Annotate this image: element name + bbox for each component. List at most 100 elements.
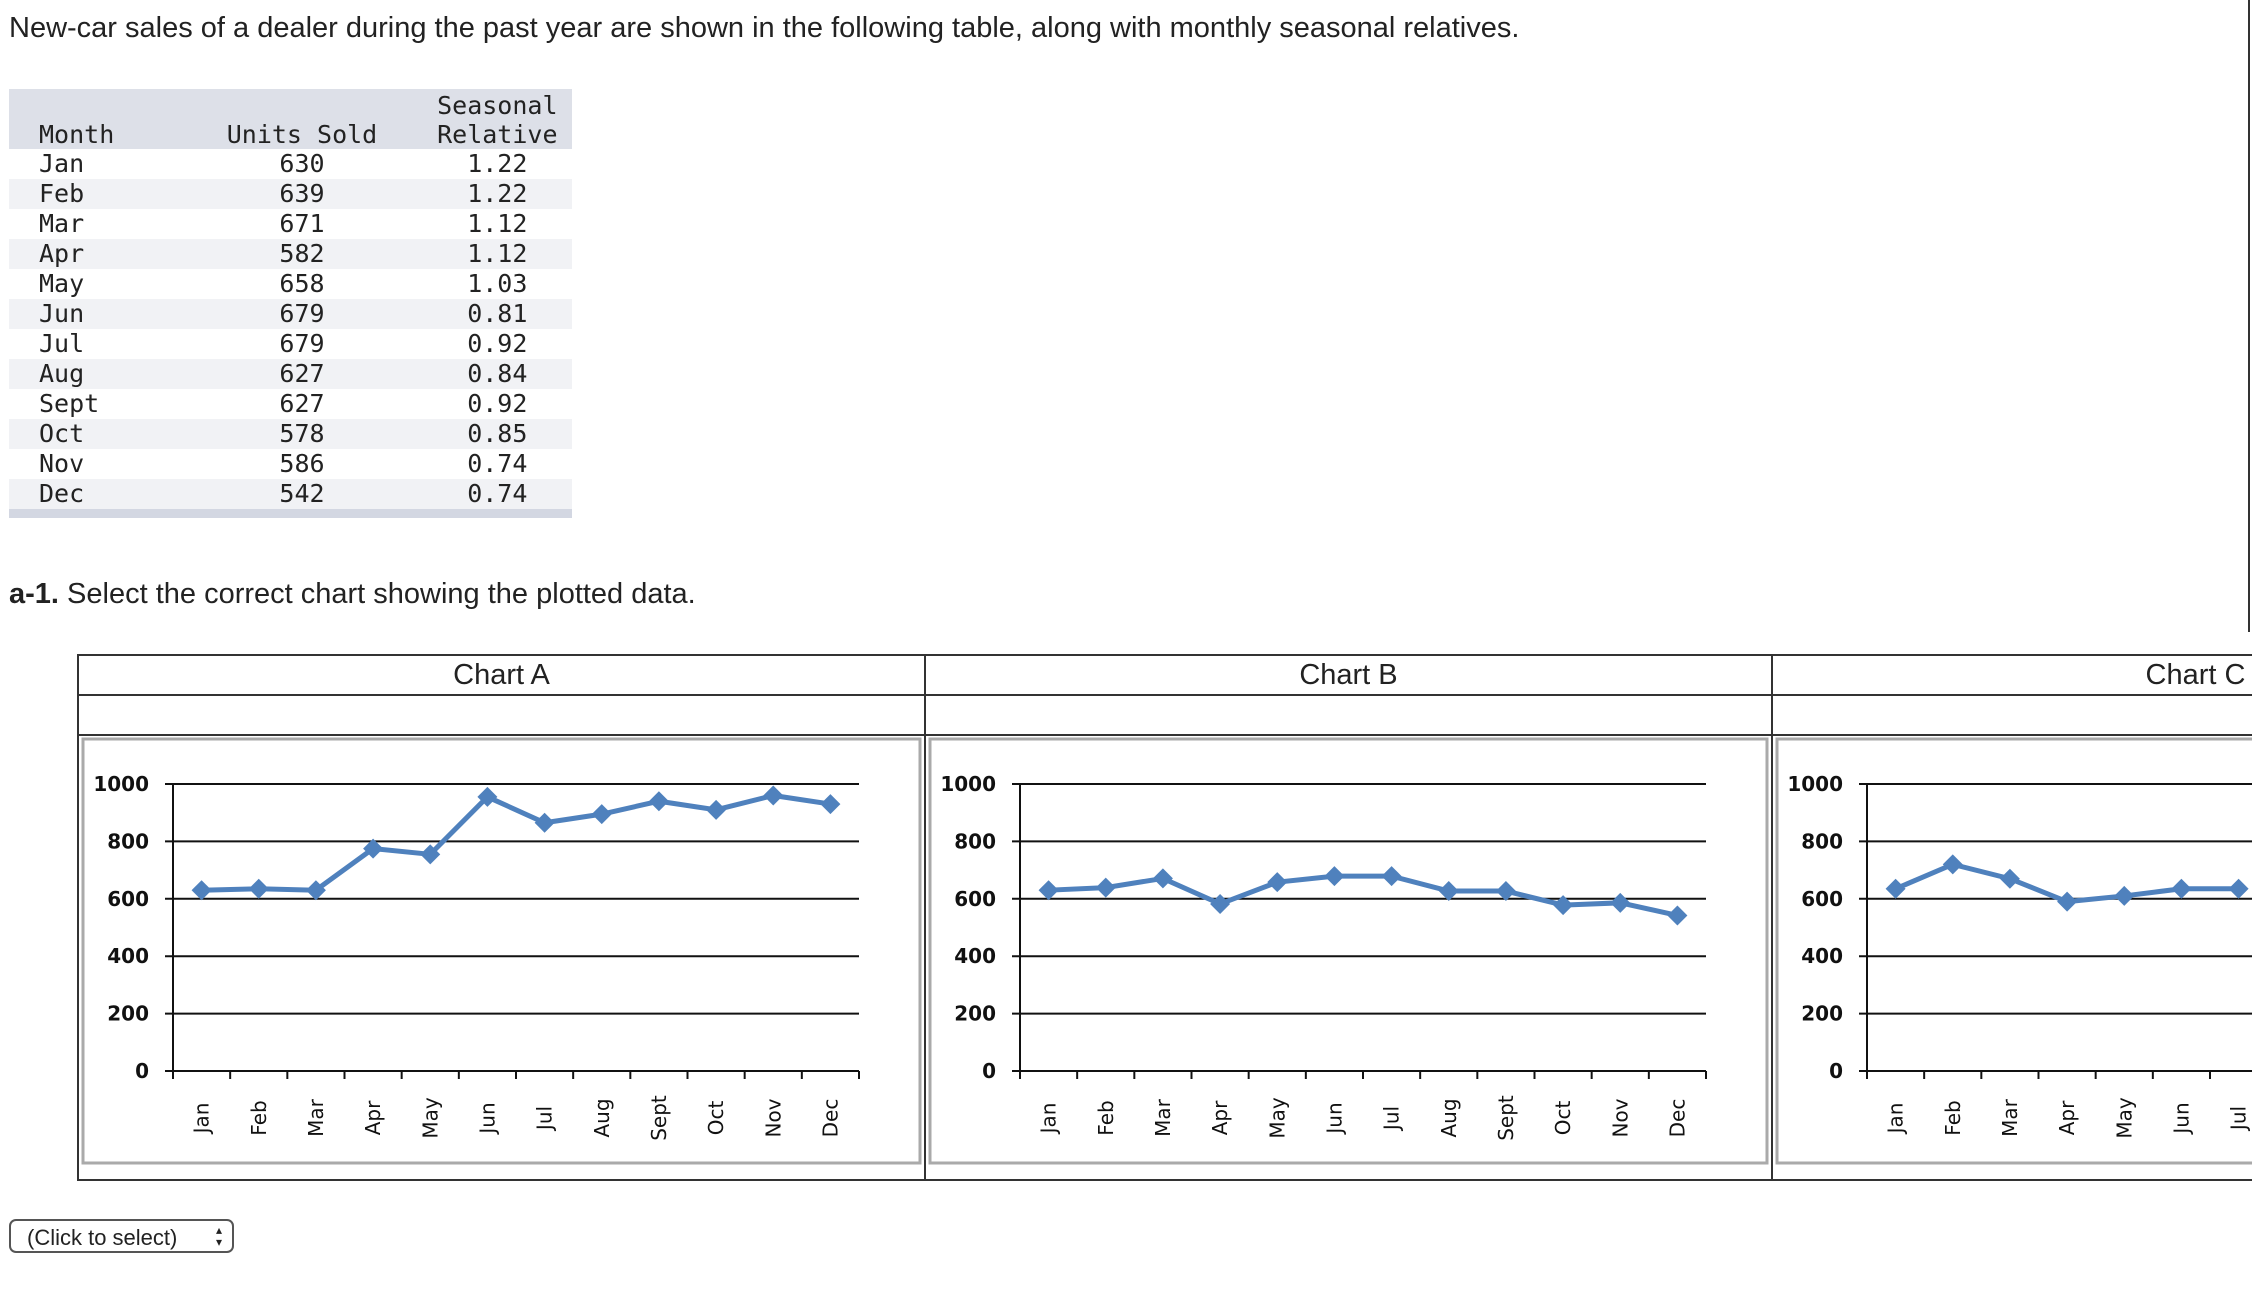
table-cell: 1.22 xyxy=(467,149,528,178)
x-tick-label: Mar xyxy=(1998,1098,2022,1137)
table-cell: 639 xyxy=(181,179,423,209)
table-cell: 630 xyxy=(279,149,325,178)
header-cell: Units Sold xyxy=(181,89,423,149)
y-tick-label: 800 xyxy=(1801,829,1843,853)
table-cell: 679 xyxy=(181,299,423,329)
table-cell: 1.12 xyxy=(422,239,572,269)
table-cell: Oct xyxy=(9,419,182,449)
x-tick-label: May xyxy=(2112,1097,2136,1139)
header-cell: Seasonal Relative xyxy=(422,89,572,149)
table-row: Dec 542 0.74 xyxy=(9,479,572,514)
table-cell: May xyxy=(39,269,85,298)
table-row: Aug 627 0.84 xyxy=(9,359,572,389)
table-cell: Sept xyxy=(39,389,100,418)
y-tick-label: 400 xyxy=(1801,944,1843,968)
x-tick-label: Jul xyxy=(533,1106,557,1132)
point-marker xyxy=(820,794,841,815)
point-marker xyxy=(363,838,384,859)
y-tick-label: 200 xyxy=(1801,1002,1843,1026)
table-row: Feb 639 1.22 xyxy=(9,179,572,209)
x-tick-label: Oct xyxy=(704,1101,728,1136)
point-marker xyxy=(248,878,269,899)
point-marker xyxy=(1610,892,1631,913)
point-marker xyxy=(763,785,784,806)
table-cell: Mar xyxy=(39,209,85,238)
point-marker xyxy=(1553,895,1574,916)
point-marker xyxy=(305,880,326,901)
table-cell: Jan xyxy=(39,149,85,178)
data-table: Month Units Sold Seasonal Relative Jan 63… xyxy=(9,89,572,518)
table-cell: Feb xyxy=(9,179,182,209)
point-marker xyxy=(1999,868,2020,889)
table-cell: 671 xyxy=(279,209,325,238)
table-cell: 542 xyxy=(181,479,423,514)
table-cell: 679 xyxy=(279,329,325,358)
table-row: Oct 578 0.85 xyxy=(9,419,572,449)
point-marker xyxy=(1667,905,1688,926)
y-tick-label: 600 xyxy=(1801,887,1843,911)
y-tick-label: 0 xyxy=(135,1059,149,1083)
x-tick-label: May xyxy=(1265,1097,1289,1139)
point-marker xyxy=(1267,872,1288,893)
x-tick-label: Jan xyxy=(1037,1103,1061,1136)
y-tick-label: 200 xyxy=(954,1002,996,1026)
prompt-text: Select the correct chart showing the plo… xyxy=(67,578,696,610)
x-tick-label: Feb xyxy=(1941,1100,1965,1135)
point-marker xyxy=(591,804,612,825)
table-row: Mar 671 1.12 xyxy=(9,209,572,239)
x-tick-label: Mar xyxy=(1151,1098,1175,1137)
y-tick-label: 0 xyxy=(982,1059,996,1083)
table-cell: Apr xyxy=(9,239,182,269)
x-tick-label: Apr xyxy=(361,1100,385,1135)
point-marker xyxy=(1495,881,1516,902)
x-tick-label: Jan xyxy=(190,1103,214,1136)
x-tick-label: Dec xyxy=(1665,1099,1689,1138)
y-tick-label: 600 xyxy=(954,887,996,911)
point-marker xyxy=(1885,878,1906,899)
point-marker xyxy=(1438,881,1459,902)
x-tick-label: Aug xyxy=(1437,1098,1461,1137)
y-tick-label: 800 xyxy=(107,829,149,853)
table-cell: 0.92 xyxy=(467,389,528,418)
table-row: Sept 627 0.92 xyxy=(9,389,572,419)
x-tick-label: Dec xyxy=(818,1099,842,1138)
x-tick-label: Feb xyxy=(247,1100,271,1135)
table-cell: Nov xyxy=(39,449,85,478)
table-row: May 658 1.03 xyxy=(9,269,572,299)
point-marker xyxy=(2228,878,2249,899)
x-tick-label: May xyxy=(418,1097,442,1139)
chart-box xyxy=(928,737,1769,1165)
point-marker xyxy=(1095,877,1116,898)
x-tick-label: Jun xyxy=(475,1102,499,1135)
x-tick-label: Jul xyxy=(1380,1106,1404,1132)
y-tick-label: 200 xyxy=(107,1002,149,1026)
point-marker xyxy=(648,791,669,812)
x-tick-label: Oct xyxy=(1551,1101,1575,1136)
point-marker xyxy=(1942,854,1963,875)
table-row: Jan 630 1.22 xyxy=(9,149,572,179)
point-marker xyxy=(1152,868,1173,889)
x-tick-label: Mar xyxy=(304,1098,328,1137)
table-cell: 627 xyxy=(181,359,423,389)
y-tick-label: 1000 xyxy=(940,772,996,796)
x-tick-label: Aug xyxy=(590,1098,614,1137)
table-row: Jul 679 0.92 xyxy=(9,329,572,359)
y-tick-label: 400 xyxy=(954,944,996,968)
chart-box xyxy=(81,737,922,1165)
chart-title: Chart B xyxy=(1299,659,1397,691)
chart-select[interactable]: (Click to select) xyxy=(9,1219,234,1253)
table-cell: 0.92 xyxy=(467,329,528,358)
x-tick-label: Sept xyxy=(1494,1095,1518,1141)
y-tick-label: 600 xyxy=(107,887,149,911)
y-tick-label: 1000 xyxy=(1787,772,1843,796)
x-tick-label: Jun xyxy=(2169,1102,2193,1135)
header-cell: Month xyxy=(9,89,182,149)
y-tick-label: 400 xyxy=(107,944,149,968)
chart-title: Chart A xyxy=(453,659,550,691)
x-tick-label: Apr xyxy=(1208,1100,1232,1135)
table-cell: 586 xyxy=(279,449,325,478)
point-marker xyxy=(706,799,727,820)
x-tick-label: Nov xyxy=(1608,1098,1632,1137)
x-tick-label: Jul xyxy=(2227,1106,2251,1132)
